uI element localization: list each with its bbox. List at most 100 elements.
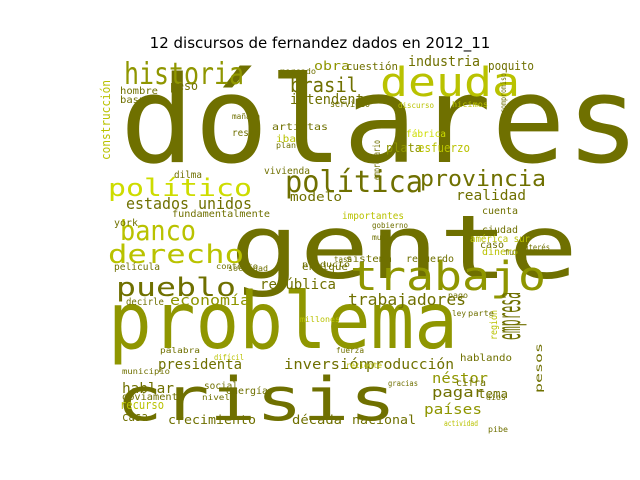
word-provincia: provincia [420,167,546,192]
word-pagar: pagar [432,385,484,401]
word-region: región [488,310,500,340]
word-producto: producto [302,260,350,269]
word-empresa: empresa [490,292,528,340]
word-plata: plata [386,141,422,155]
word-compromiso: compromiso [499,73,508,113]
word-iba: iba [276,134,296,145]
word-hicimos: hicimos [452,100,488,109]
word-esfuerzo: esfuerzo [418,141,470,155]
word-empresario: empresario [372,140,383,180]
word-casa: casa [122,410,148,424]
word-deuda: deuda [380,60,520,106]
word-contento: contento [216,262,258,271]
word-gente: gente [230,196,578,299]
word-futuro: futuro [504,248,534,257]
word-decirle: decirle [126,297,164,308]
word-gobierno: gobierno [372,221,408,230]
word-politico: político [108,174,252,202]
word-palabra: palabra [160,346,200,355]
word-reciente: reciente [346,361,382,370]
word-discurso: discurso [398,101,434,110]
word-recurso: recurso [120,398,164,412]
word-vivienda: vivienda [264,166,310,177]
word-fundamentalmente: fundamentalmente [172,209,270,220]
word-sociedad: sociedad [228,264,268,273]
word-fuerza: fuerza [336,346,364,355]
word-presidenta: presidenta [158,357,242,373]
word-actividad: actividad [444,419,478,428]
word-manana: mañana [232,112,260,121]
word-problema: problema [108,277,458,367]
word-trabajo: trabajo [350,254,546,300]
word-pibe: pibe [488,425,508,434]
word-recuerdo: recuerdo [406,254,454,265]
word-enrique: enrique [302,262,348,273]
word-tasa: tasa [334,255,352,264]
word-millones: millones [300,315,340,324]
word-derecho: derecho [108,240,244,270]
word-importantes: importantes [342,211,404,222]
word-nestor: néstor [432,371,488,387]
word-construccion: construcción [99,80,113,160]
word-gracias: gracias [388,379,418,388]
word-obviamente: obviamente [122,392,184,403]
word-resto: resto [232,128,260,139]
word-obra: obra [314,59,350,73]
word-cifra: cifra [456,378,486,389]
word-america-sur: américa sur [470,233,530,245]
word-municipio: municipio [122,367,170,376]
word-intendente: intendente [290,92,372,108]
word-decada: década [292,413,342,427]
word-hablar: hablar [122,381,174,397]
word-historia: historia [124,57,244,92]
word-peso: peso [170,79,198,93]
word-modelo: modelo [290,190,342,204]
word-hombre: hombre [120,86,158,97]
word-social: social [204,381,238,392]
word-servicio: servicio [330,99,370,110]
word-produccion: producción [366,357,454,373]
word-cuestion: cuestión [346,60,398,73]
word-tema: tema [478,387,508,401]
word-economia: economía [170,293,250,309]
word-crisis: crisis [116,365,396,435]
word-caso: caso [480,240,504,251]
word-industria: industria [408,54,480,70]
word-brasil: brasil [290,73,358,97]
word-paises: países [424,402,482,418]
word-inversion: inversión [284,357,368,373]
word-republica: república [260,277,336,293]
word-plan: plan [276,141,296,150]
word-york: york [114,218,138,229]
word-interes: interés [520,242,550,252]
word-energia: energía [226,385,268,397]
word-pueblo: pueblo [116,273,236,303]
word-mercado: mercado [280,67,316,76]
word-pesos: pesos [534,343,545,393]
word-poquito: poquito [488,59,534,73]
cloud-title: 12 discursos de fernandez dados en 2012_… [149,34,491,52]
word-basura: basura [120,95,158,106]
word-pelicula: película [114,261,160,273]
word-ciudad: ciudad [482,225,518,236]
word-trabajadores: trabajadores [348,290,466,309]
word-fabrica: fábrica [406,128,446,140]
word-cuenta: cuenta [482,206,518,217]
word-politica: política [285,165,423,200]
word-mundo: mundo [372,233,396,242]
word-ley: ley [452,309,466,318]
word-banco: banco [120,214,196,247]
word-nacional: nacional [352,413,416,427]
word-hablando: hablando [460,353,512,364]
word-sistema: sistema [346,254,392,265]
word-dinero: dinero [482,247,518,258]
word-pago: pago [448,291,468,300]
word-crecimiento: crecimiento [168,413,256,427]
word-parte: parte [468,309,494,318]
word-estados-unidos: estados unidos [126,194,252,213]
word-nivel: nivel [202,393,230,402]
word-realidad: realidad [456,188,526,204]
word-dolares: dólares [120,52,640,191]
word-dios: dios [486,393,506,402]
